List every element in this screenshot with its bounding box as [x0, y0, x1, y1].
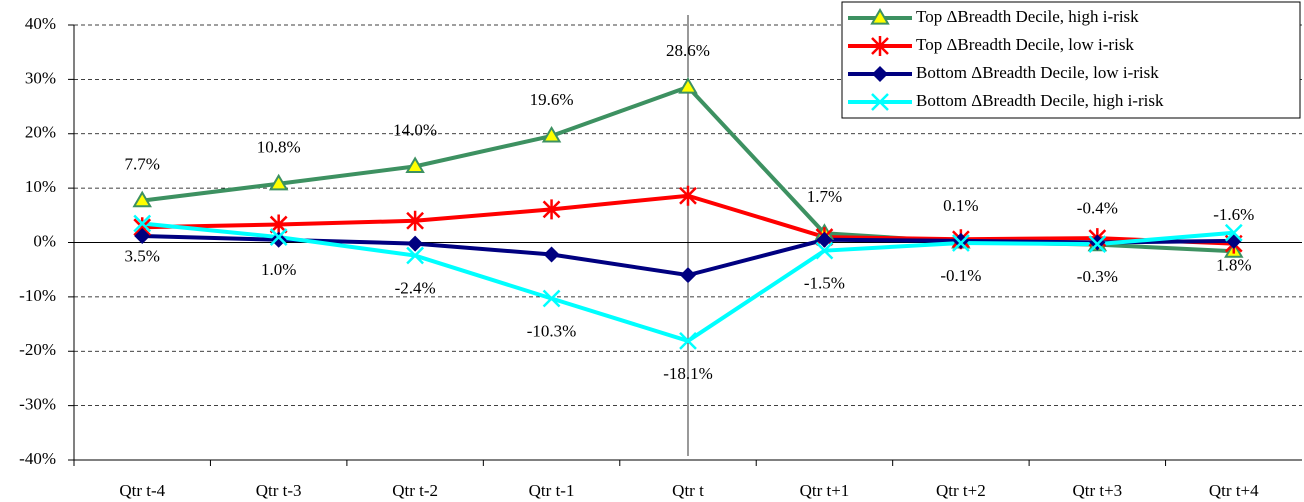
marker: [680, 267, 696, 284]
y-tick-label: -10%: [19, 286, 56, 305]
data-label: 1.7%: [807, 187, 842, 206]
data-label: -10.3%: [527, 321, 577, 340]
marker: [269, 228, 288, 246]
marker: [543, 246, 560, 263]
y-tick-label: -20%: [19, 340, 56, 359]
marker: [542, 289, 561, 308]
marker: [952, 232, 969, 249]
marker: [133, 214, 152, 233]
marker: [678, 77, 698, 94]
data-label: 1.0%: [261, 260, 296, 279]
legend-label: Bottom ΔBreadth Decile, high i-risk: [916, 91, 1164, 110]
x-tick-label: Qtr t: [672, 481, 704, 500]
data-label: 7.7%: [125, 155, 160, 174]
x-tick-label: Qtr t-4: [119, 481, 165, 500]
legend-marker: [872, 66, 888, 82]
marker: [407, 235, 424, 252]
marker: [270, 231, 287, 248]
x-tick-label: Qtr t+3: [1072, 481, 1122, 500]
marker: [815, 241, 834, 260]
legend-marker: [870, 8, 890, 25]
data-label: 28.6%: [666, 41, 710, 60]
legend-marker: [871, 93, 889, 111]
marker: [542, 199, 561, 220]
data-label: 10.8%: [257, 138, 301, 157]
data-label: 14.0%: [393, 120, 437, 139]
y-tick-label: 10%: [25, 177, 56, 196]
x-tick-label: Qtr t+1: [800, 481, 850, 500]
data-label: 0.1%: [943, 196, 978, 215]
marker: [405, 156, 425, 173]
data-label: -0.1%: [940, 266, 981, 285]
x-tick-label: Qtr t+2: [936, 481, 986, 500]
legend-marker: [871, 36, 889, 56]
marker: [1224, 223, 1243, 242]
legend-label: Top ΔBreadth Decile, low i-risk: [916, 35, 1134, 54]
y-tick-label: 40%: [25, 14, 56, 33]
marker: [406, 246, 424, 265]
data-label: -0.3%: [1077, 267, 1118, 286]
marker: [1088, 235, 1107, 254]
marker: [269, 214, 288, 235]
marker: [406, 210, 424, 231]
data-label: -18.1%: [663, 364, 713, 383]
y-tick-label: 20%: [25, 123, 56, 142]
data-label: -0.4%: [1077, 199, 1118, 218]
data-label: -2.4%: [395, 278, 436, 297]
legend-label: Top ΔBreadth Decile, high i-risk: [916, 7, 1139, 26]
marker: [134, 227, 151, 244]
y-tick-label: 0%: [33, 231, 56, 250]
x-tick-label: Qtr t-2: [392, 481, 438, 500]
data-label: 19.6%: [530, 90, 574, 109]
marker: [679, 332, 697, 350]
marker: [952, 234, 970, 252]
legend-label: Bottom ΔBreadth Decile, low i-risk: [916, 63, 1159, 82]
marker: [541, 125, 562, 143]
x-tick-label: Qtr t-3: [256, 481, 302, 500]
marker: [816, 231, 833, 248]
marker: [1225, 232, 1242, 249]
marker: [679, 185, 697, 206]
legend-box: [841, 1, 1301, 119]
y-tick-label: -30%: [19, 395, 56, 414]
x-tick-label: Qtr t-1: [529, 481, 575, 500]
data-label: -1.6%: [1213, 205, 1254, 224]
data-label: 1.8%: [1216, 256, 1251, 275]
y-tick-label: -40%: [19, 449, 56, 468]
x-tick-label: Qtr t+4: [1209, 481, 1259, 500]
data-label: -1.5%: [804, 274, 845, 293]
data-label: 3.5%: [125, 246, 160, 265]
marker: [132, 190, 152, 208]
marker: [268, 173, 289, 191]
y-tick-label: 30%: [25, 68, 56, 87]
